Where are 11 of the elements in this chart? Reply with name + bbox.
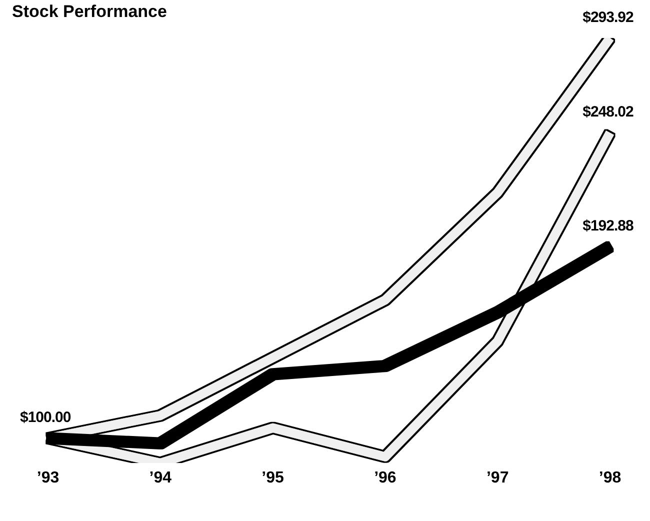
x-tick-label: ’98	[598, 469, 622, 486]
x-tick-label: ’94	[149, 469, 172, 486]
x-tick-label: ’97	[486, 469, 509, 486]
x-tick-label: ’96	[374, 469, 396, 486]
x-tick-label: ’95	[262, 469, 284, 486]
chart-title: Stock Performance	[12, 2, 167, 22]
data-label: $100.00	[20, 409, 71, 426]
data-label: $293.92	[582, 9, 634, 26]
data-label: $248.02	[582, 104, 634, 121]
x-tick-label: ’93	[36, 469, 60, 486]
data-label: $192.88	[582, 218, 634, 235]
